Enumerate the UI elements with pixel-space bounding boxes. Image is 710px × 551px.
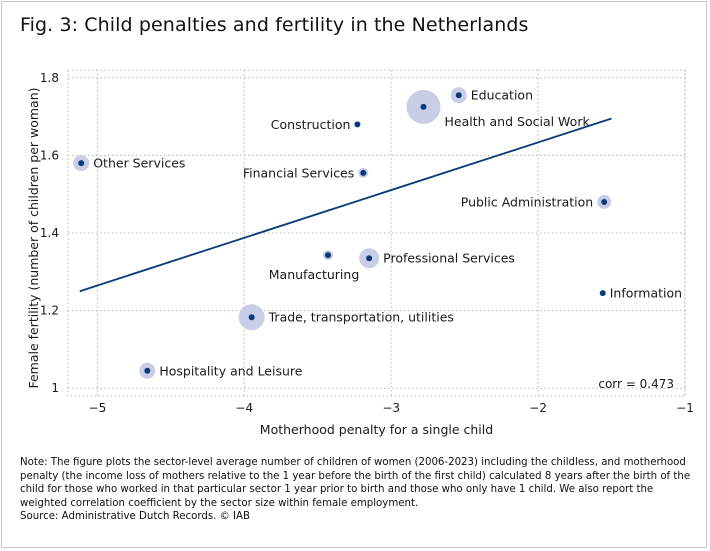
- point-label: Other Services: [93, 156, 185, 171]
- source-text: Source: Administrative Dutch Records. © …: [20, 511, 251, 522]
- point-label: Public Administration: [461, 194, 593, 209]
- x-tick-label: −1: [676, 401, 694, 415]
- point-label: Hospitality and Leisure: [159, 363, 302, 378]
- point-label: Professional Services: [383, 251, 515, 266]
- data-point: [366, 255, 373, 262]
- data-point: [248, 314, 255, 321]
- x-tick-label: −4: [235, 401, 253, 415]
- y-tick-label: 1.8: [40, 71, 59, 85]
- y-tick-label: 1.4: [40, 226, 59, 240]
- data-point: [325, 252, 332, 259]
- point-label-layer: Education Health and Social Work Construct…: [93, 88, 682, 379]
- x-tick-label: −2: [529, 401, 547, 415]
- x-axis-label: Motherhood penalty for a single child: [260, 422, 493, 437]
- y-tick-label: 1: [51, 381, 59, 395]
- point-label: Education: [471, 88, 533, 103]
- figure-title: Fig. 3: Child penalties and fertility in…: [20, 14, 529, 36]
- marker-layer: [78, 92, 608, 374]
- fit-line-layer: [79, 117, 612, 293]
- point-label: Information: [610, 286, 682, 301]
- correlation-annotation: corr = 0.473: [598, 377, 674, 391]
- point-label: Financial Services: [243, 165, 354, 180]
- data-point: [78, 160, 85, 167]
- y-tick-label: 1.6: [40, 148, 59, 162]
- x-tick-label: −5: [89, 401, 107, 415]
- point-label: Trade, transportation, utilities: [268, 310, 454, 325]
- data-point: [455, 92, 462, 99]
- fit-line: [79, 117, 612, 293]
- data-point: [144, 367, 151, 374]
- point-label: Health and Social Work: [445, 114, 591, 129]
- y-tick-label: 1.2: [40, 304, 59, 318]
- data-point: [599, 290, 606, 297]
- note-text: Note: The figure plots the sector-level …: [20, 457, 691, 509]
- grid-lines: [68, 70, 686, 396]
- point-label: Manufacturing: [269, 267, 360, 282]
- figure-note: Note: The figure plots the sector-level …: [20, 456, 692, 524]
- data-point: [601, 198, 608, 205]
- data-point: [354, 121, 361, 128]
- data-point: [420, 103, 427, 110]
- data-point: [360, 169, 367, 176]
- y-axis-label: Female fertility (number of children per…: [26, 87, 41, 388]
- x-tick-label: −3: [382, 401, 400, 415]
- point-label: Construction: [271, 117, 351, 132]
- x-axis-ticks: −5 −4 −3 −2 −1: [89, 401, 694, 415]
- y-axis-ticks: 1 1.2 1.4 1.6 1.8: [40, 71, 59, 395]
